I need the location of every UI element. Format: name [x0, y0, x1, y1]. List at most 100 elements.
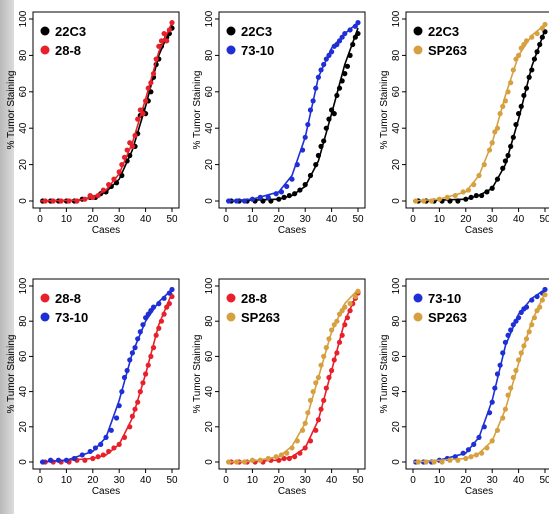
data-point-73-10 [352, 23, 358, 29]
x-tick-label: 30 [487, 214, 499, 225]
data-point-28-8 [339, 332, 345, 338]
data-point-22C3 [455, 198, 461, 204]
data-point-SP263 [539, 25, 545, 31]
data-point-28-8 [331, 357, 337, 363]
data-point-28-8 [132, 406, 138, 412]
data-point-73-10 [339, 34, 345, 40]
data-point-SP263 [526, 329, 532, 335]
data-point-22C3 [505, 152, 511, 159]
data-point-SP263 [510, 374, 516, 381]
y-tick-label: 20 [391, 421, 402, 433]
x-tick-label: 0 [223, 214, 229, 225]
legend-marker-28-8 [40, 293, 50, 303]
data-point-73-10 [156, 301, 162, 307]
legend-marker-22C3 [413, 26, 423, 36]
data-point-SP263 [315, 374, 321, 381]
data-point-73-10 [307, 107, 314, 113]
x-tick-label: 30 [114, 475, 126, 486]
data-point-SP263 [278, 452, 285, 458]
data-point-22C3 [526, 74, 532, 80]
data-point-73-10 [465, 447, 472, 453]
data-point-73-10 [273, 191, 279, 197]
data-point-28-8 [129, 413, 135, 419]
data-point-SP263 [494, 125, 501, 131]
data-point-28-8 [121, 434, 128, 440]
data-point-73-10 [321, 61, 327, 68]
legend-label-73-10: 73-10 [428, 291, 461, 306]
data-point-28-8 [161, 311, 167, 317]
y-tick-label: 40 [391, 386, 402, 398]
y-tick-label: 100 [204, 277, 215, 294]
data-point-SP263 [444, 194, 450, 200]
data-point-22C3 [326, 116, 332, 122]
y-tick-label: 60 [391, 350, 402, 362]
legend-marker-SP263 [413, 312, 423, 322]
data-point-28-8 [169, 20, 175, 26]
data-point-73-10 [310, 98, 316, 104]
data-point-28-8 [153, 56, 159, 62]
x-tick-label: 40 [513, 214, 525, 225]
x-tick-label: 50 [539, 475, 549, 486]
y-tick-label: 20 [204, 421, 215, 433]
data-point-22C3 [297, 187, 303, 193]
data-point-28-8 [158, 38, 165, 44]
legend-marker-SP263 [413, 45, 423, 55]
data-point-SP263 [471, 182, 477, 188]
data-point-SP263 [273, 454, 279, 460]
data-point-SP263 [505, 89, 511, 95]
data-point-28-8 [111, 176, 117, 182]
data-point-28-8 [90, 455, 96, 462]
data-point-28-8 [166, 27, 172, 33]
data-point-22C3 [334, 92, 340, 99]
chart-panel-3: 0 10 20 30 40 50 0 20 40 60 80 100 Cases % Tumor Stai… [379, 10, 549, 236]
data-point-28-8 [42, 198, 48, 204]
y-tick-label: 100 [391, 10, 402, 27]
legend-label-28-8: 28-8 [55, 291, 81, 306]
data-point-73-10 [278, 189, 285, 195]
x-tick-label: 30 [114, 214, 126, 225]
y-tick-label: 80 [391, 49, 402, 61]
chart-panel-5: 0 10 20 30 40 50 0 20 40 60 80 100 Cases % Tumor Stai… [192, 277, 366, 497]
data-point-28-8 [321, 397, 327, 403]
data-point-SP263 [505, 392, 511, 398]
data-point-SP263 [323, 345, 329, 351]
data-point-22C3 [344, 63, 351, 69]
data-point-22C3 [119, 172, 125, 179]
data-point-22C3 [336, 85, 343, 91]
data-point-73-10 [55, 457, 62, 463]
data-point-73-10 [294, 162, 300, 168]
data-point-28-8 [106, 182, 112, 188]
data-point-SP263 [347, 301, 353, 307]
data-point-SP263 [529, 34, 535, 40]
data-point-28-8 [132, 132, 138, 139]
data-point-73-10 [132, 345, 138, 351]
y-tick-label: 60 [18, 350, 29, 362]
data-point-73-10 [113, 415, 120, 421]
data-point-SP263 [352, 293, 358, 300]
data-point-SP263 [492, 129, 498, 135]
data-point-SP263 [342, 304, 348, 310]
data-point-28-8 [347, 308, 353, 314]
legend-label-SP263: SP263 [428, 43, 467, 58]
x-tick-label: 0 [410, 214, 416, 225]
y-tick-label: 0 [391, 459, 402, 465]
data-point-22C3 [489, 185, 495, 191]
data-point-28-8 [148, 80, 154, 86]
x-tick-label: 50 [166, 475, 178, 486]
data-point-SP263 [510, 67, 516, 73]
data-point-22C3 [502, 158, 508, 164]
data-point-28-8 [140, 380, 146, 386]
x-tick-label: 40 [513, 475, 525, 486]
data-point-28-8 [313, 427, 319, 433]
data-point-22C3 [516, 111, 522, 117]
y-tick-label: 40 [391, 122, 402, 134]
data-point-28-8 [135, 116, 141, 122]
y-axis-label: % Tumor Staining [192, 71, 203, 150]
data-point-22C3 [534, 49, 540, 55]
data-point-SP263 [436, 196, 442, 202]
y-tick-label: 80 [18, 315, 29, 327]
data-point-28-8 [344, 315, 351, 321]
data-point-SP263 [518, 45, 524, 51]
data-point-22C3 [318, 143, 324, 149]
